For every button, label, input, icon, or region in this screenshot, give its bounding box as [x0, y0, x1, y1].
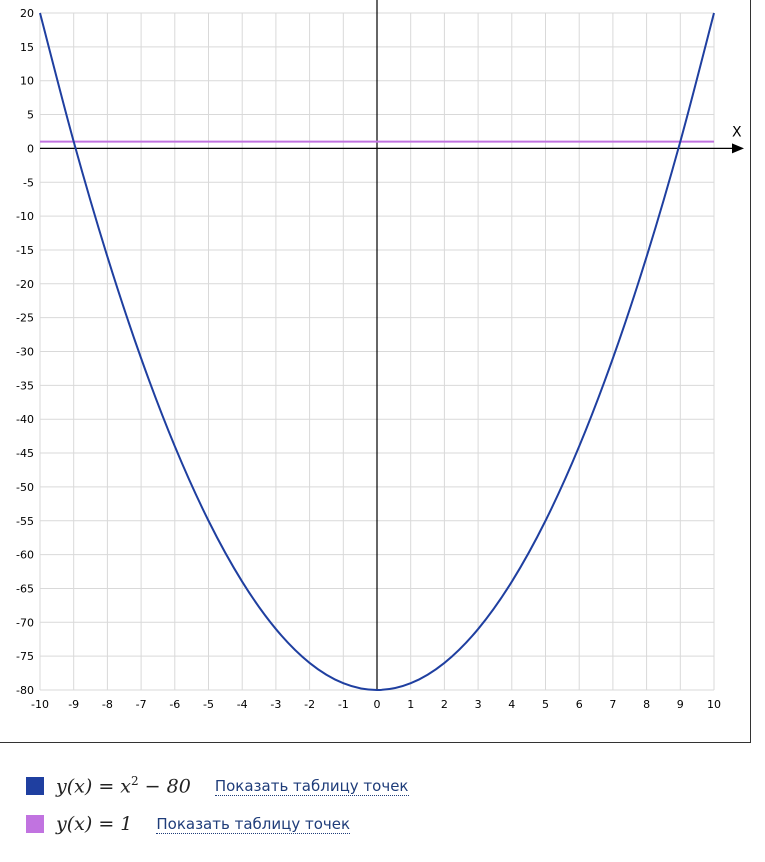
y-tick-label: -30	[16, 346, 34, 359]
y-tick-label: -65	[16, 582, 34, 595]
x-tick-label: 6	[576, 698, 583, 711]
series-line-parabola	[39, 12, 715, 692]
x-tick-label: 1	[407, 698, 414, 711]
y-tick-label: -60	[16, 549, 34, 562]
x-axis-arrow	[732, 143, 744, 154]
x-tick-label: 3	[475, 698, 482, 711]
y-tick-label: -45	[16, 447, 34, 460]
formula-suffix: − 80	[138, 775, 191, 798]
x-tick-label: 5	[542, 698, 549, 711]
legend-swatch-constant	[26, 815, 44, 833]
function-plot: XY-10-9-8-7-6-5-4-3-2-101234567891020151…	[16, 0, 744, 711]
x-tick-label: 8	[643, 698, 650, 711]
x-tick-label: -2	[304, 698, 315, 711]
x-tick-label: 2	[441, 698, 448, 711]
x-tick-label: -6	[169, 698, 180, 711]
y-tick-label: -75	[16, 650, 34, 663]
x-tick-label: -1	[338, 698, 349, 711]
x-tick-label: 0	[374, 698, 381, 711]
y-tick-label: -40	[16, 413, 34, 426]
x-tick-label: -5	[203, 698, 214, 711]
y-tick-label: -35	[16, 379, 34, 392]
x-tick-label: 4	[508, 698, 515, 711]
x-tick-label: -10	[31, 698, 49, 711]
y-tick-label: 0	[27, 142, 34, 155]
formula-prefix: y(x) = x	[56, 775, 131, 798]
y-tick-label: -50	[16, 481, 34, 494]
y-tick-label: -20	[16, 278, 34, 291]
legend-swatch-parabola	[26, 777, 44, 795]
y-tick-label: -15	[16, 244, 34, 257]
show-points-table-link-parabola[interactable]: Показать таблицу точек	[214, 776, 409, 796]
x-tick-label: 9	[677, 698, 684, 711]
y-tick-label: 10	[20, 75, 34, 88]
plot-frame: XY-10-9-8-7-6-5-4-3-2-101234567891020151…	[0, 0, 751, 743]
y-tick-label: 5	[27, 109, 34, 122]
formula-prefix: y(x) = 1	[56, 813, 133, 835]
legend-formula-parabola: y(x) = x2 − 80	[56, 774, 191, 797]
y-tick-label: -70	[16, 616, 34, 629]
x-tick-label: 7	[609, 698, 616, 711]
x-tick-label: -3	[270, 698, 281, 711]
x-tick-label: 10	[707, 698, 721, 711]
x-tick-label: -9	[68, 698, 79, 711]
legend-formula-constant: y(x) = 1	[56, 813, 132, 835]
x-axis-label: X	[732, 124, 742, 140]
y-tick-label: -55	[16, 515, 34, 528]
y-tick-label: 15	[20, 41, 34, 54]
y-tick-label: -5	[23, 176, 34, 189]
y-tick-label: -80	[16, 684, 34, 697]
x-tick-label: -4	[237, 698, 248, 711]
y-axis-label: Y	[372, 0, 382, 2]
y-tick-label: 20	[20, 7, 34, 20]
legend-item-parabola: y(x) = x2 − 80 Показать таблицу точек	[26, 772, 409, 800]
legend-item-constant: y(x) = 1 Показать таблицу точек	[26, 810, 351, 838]
x-tick-label: -8	[102, 698, 113, 711]
formula-exponent: 2	[131, 774, 139, 789]
y-tick-label: -10	[16, 210, 34, 223]
x-tick-label: -7	[136, 698, 147, 711]
show-points-table-link-constant[interactable]: Показать таблицу точек	[156, 814, 351, 834]
y-tick-label: -25	[16, 312, 34, 325]
